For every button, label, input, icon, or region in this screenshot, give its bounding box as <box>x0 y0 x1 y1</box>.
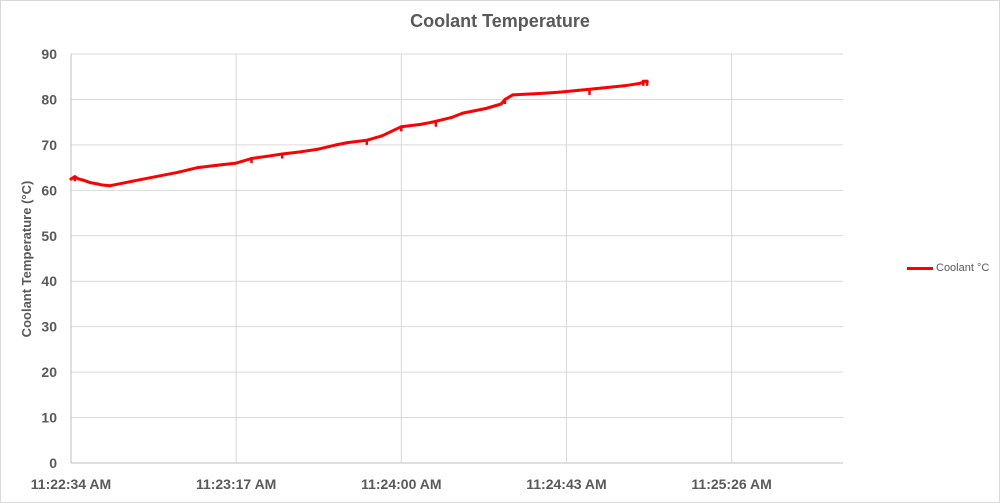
data-point <box>430 120 434 124</box>
y-tick-label: 30 <box>41 319 57 335</box>
data-point <box>380 134 384 138</box>
chart-title: Coolant Temperature <box>410 11 590 31</box>
data-point <box>96 182 100 186</box>
x-tick-label: 11:25:26 AM <box>691 476 771 492</box>
grid-lines <box>71 53 843 463</box>
y-tick-labels: 0 10 20 30 40 50 60 70 80 90 <box>41 46 57 471</box>
data-point <box>419 122 423 126</box>
data-point <box>299 150 303 154</box>
data-point <box>641 79 645 83</box>
data-point <box>130 179 134 183</box>
y-tick-label: 40 <box>41 273 57 289</box>
legend-label: Coolant °C <box>936 262 990 274</box>
legend: Coolant °C <box>907 262 989 274</box>
data-point <box>449 116 453 120</box>
y-tick-label: 0 <box>49 455 57 471</box>
data-point <box>622 84 626 88</box>
data-point <box>346 141 350 145</box>
series-group <box>69 79 649 188</box>
y-tick-label: 10 <box>41 410 57 426</box>
data-point <box>461 111 465 115</box>
x-tick-label: 11:24:43 AM <box>526 476 606 492</box>
y-axis-label: Coolant Temperature (°C) <box>19 181 34 338</box>
data-point <box>84 179 88 183</box>
data-point <box>69 177 73 181</box>
data-point <box>215 163 219 167</box>
data-point <box>177 170 181 174</box>
data-point <box>107 184 111 188</box>
y-tick-label: 20 <box>41 364 57 380</box>
y-tick-label: 50 <box>41 228 57 244</box>
y-tick-label: 90 <box>41 46 57 62</box>
y-tick-label: 70 <box>41 137 57 153</box>
y-tick-label: 60 <box>41 182 57 198</box>
data-point <box>81 178 85 182</box>
x-tick-label: 11:24:00 AM <box>361 476 441 492</box>
data-point <box>315 147 319 151</box>
data-point <box>484 107 488 111</box>
data-point <box>196 166 200 170</box>
data-point <box>77 177 81 181</box>
x-tick-label: 11:23:17 AM <box>196 476 276 492</box>
data-point <box>153 175 157 179</box>
data-point <box>234 161 238 165</box>
axes <box>70 54 843 464</box>
data-point <box>88 181 92 185</box>
x-tick-labels: 11:22:34 AM 11:23:17 AM 11:24:00 AM 11:24:4… <box>31 476 772 492</box>
data-point <box>511 93 515 97</box>
series-line <box>69 79 649 188</box>
data-point <box>499 102 503 106</box>
data-point <box>599 86 603 90</box>
data-point <box>576 88 580 92</box>
data-point <box>538 92 542 96</box>
data-point <box>557 90 561 94</box>
x-tick-label: 11:22:34 AM <box>31 476 111 492</box>
data-point <box>334 143 338 147</box>
data-point <box>100 183 104 187</box>
data-point <box>265 154 269 158</box>
y-tick-label: 80 <box>41 91 57 107</box>
legend-swatch <box>907 266 933 270</box>
data-point <box>637 82 641 86</box>
